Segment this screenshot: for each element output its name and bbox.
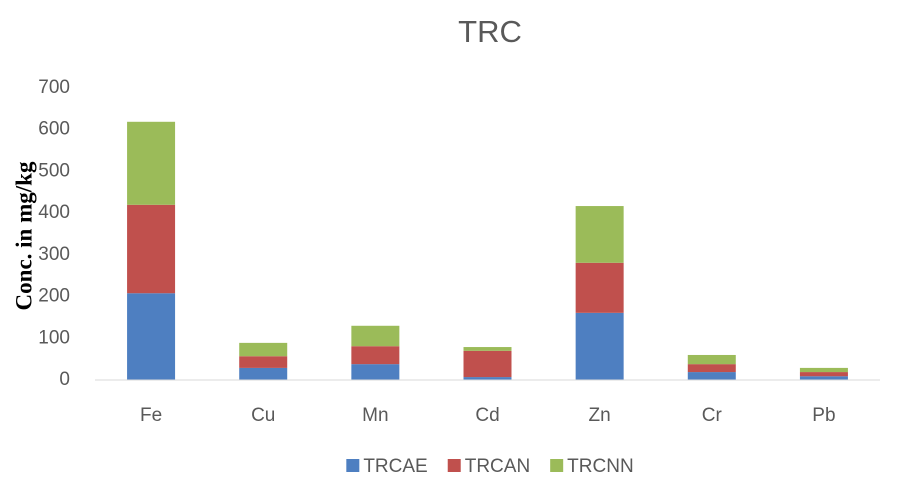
bar-segment [799,372,848,377]
bar-segment [239,367,288,380]
bar-segment [351,364,400,380]
legend-swatch [346,459,360,472]
x-tick-label: Cr [702,405,723,426]
bar-segment [575,206,624,263]
legend-swatch [550,459,564,472]
bar-segment [575,262,624,313]
x-tick-label: Fe [140,405,162,426]
bar-segment [239,342,288,357]
y-tick-label: 600 [38,119,70,140]
plot-area: 0 100 200 300 400 500 600 700 Fe Cu Mn Cd Zn Cr Pb [38,77,880,426]
legend-label: TRCAE [363,456,427,477]
y-tick-label: 300 [38,244,70,265]
legend: TRCAE TRCAN TRCNN [346,456,634,477]
bar-segment [351,346,400,365]
y-tick-label: 0 [59,369,70,390]
x-tick-label: Mn [362,405,388,426]
y-tick-label: 200 [38,286,70,307]
legend-swatch [447,459,461,472]
bar-segment [239,356,288,368]
bar-segment [463,350,512,378]
legend-label: TRCAN [465,456,530,477]
chart-title: TRC [458,14,522,49]
bar-segment [687,364,736,373]
y-tick-label: 500 [38,160,70,181]
bar-segment [351,325,400,347]
y-tick-label: 700 [38,77,70,98]
bar-segment [687,354,736,365]
bar-segment [799,367,848,373]
x-tick-label: Pb [812,405,835,426]
y-tick-label: 400 [38,202,70,223]
y-axis-label: Conc. in mg/kg [11,161,36,310]
bar-segment [575,312,624,380]
x-tick-label: Cd [475,405,499,426]
y-tick-label: 100 [38,327,70,348]
bar-segment [127,293,176,380]
x-tick-label: Cu [251,405,275,426]
bar-segment [799,376,848,380]
bar-segment [687,372,736,380]
legend-label: TRCNN [567,456,634,477]
bar-segment [127,121,176,205]
bar-segment [463,347,512,351]
x-tick-label: Zn [589,405,611,426]
bar-segment [127,204,176,294]
bar-segment [463,377,512,380]
